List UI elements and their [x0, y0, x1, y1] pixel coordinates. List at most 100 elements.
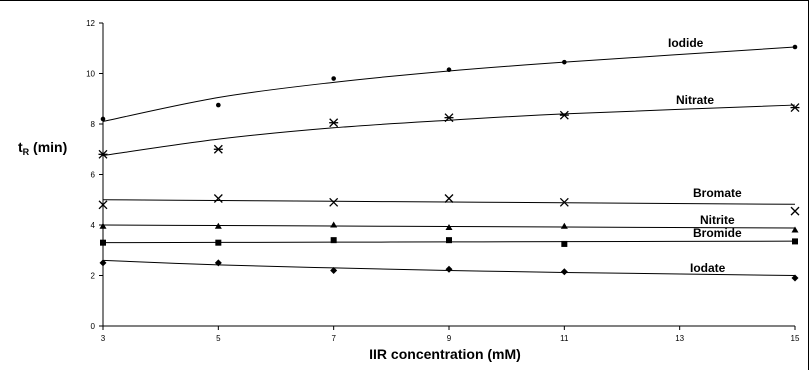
- data-point-iodate: [560, 268, 568, 276]
- x-axis-title: IIR concentration (mM): [369, 346, 521, 362]
- marker-shape: [791, 274, 799, 282]
- data-point-bromide: [100, 239, 106, 246]
- data-point-bromide: [330, 237, 337, 244]
- y-axis-title: tR (min): [18, 139, 67, 157]
- data-point-iodate: [791, 274, 799, 282]
- trendline-bromate: [102, 199, 796, 205]
- data-point-iodide: [331, 76, 336, 81]
- y-axis-title-suffix: (min): [29, 139, 67, 155]
- marker-shape: [214, 222, 222, 229]
- data-point-nitrate: [329, 118, 339, 128]
- x-tick-label: 7: [331, 334, 336, 343]
- data-point-bromate: [329, 197, 339, 207]
- data-point-iodate: [214, 259, 222, 267]
- data-point-bromide: [446, 237, 452, 244]
- trendline-iodate: [102, 259, 796, 276]
- marker-stroke: [213, 194, 223, 203]
- data-point-iodate: [330, 266, 338, 274]
- y-tick-label: 0: [91, 322, 96, 331]
- data-point-bromate: [790, 206, 800, 216]
- data-point-bromate: [444, 194, 454, 203]
- y-tick-label: 6: [91, 171, 96, 180]
- data-point-iodide: [562, 59, 567, 65]
- data-point-bromate: [213, 194, 223, 203]
- marker-stroke: [444, 194, 454, 203]
- marker-shape: [100, 116, 106, 122]
- y-tick-label: 4: [91, 221, 96, 230]
- data-point-nitrite: [560, 222, 568, 229]
- y-axis-title-main: t: [18, 139, 23, 155]
- x-tick-label: 5: [216, 334, 221, 343]
- data-point-iodate: [445, 265, 453, 273]
- y-axis-title-subscript: R: [23, 147, 30, 157]
- marker-shape: [215, 239, 222, 246]
- y-tick-label: 2: [91, 272, 96, 281]
- data-point-bromate: [559, 197, 569, 207]
- y-tick-label: 8: [91, 120, 96, 129]
- x-tick-label: 11: [560, 334, 569, 343]
- marker-shape: [446, 67, 452, 73]
- data-point-nitrite: [214, 222, 222, 229]
- marker-shape: [330, 221, 338, 228]
- data-point-bromate: [98, 200, 108, 210]
- marker-shape: [792, 44, 798, 50]
- data-point-nitrite: [445, 224, 453, 231]
- data-point-nitrate: [444, 113, 454, 123]
- series-label-nitrite: Nitrite: [700, 213, 735, 227]
- marker-shape: [99, 222, 107, 229]
- data-point-bromide: [792, 238, 798, 245]
- data-point-iodide: [792, 44, 798, 50]
- marker-shape: [445, 265, 453, 273]
- x-tick-label: 13: [675, 334, 684, 343]
- marker-shape: [791, 226, 799, 233]
- data-point-nitrate: [98, 149, 108, 159]
- series-label-nitrate: Nitrate: [676, 93, 714, 107]
- axes: 3 5 7 9 11 13 15 0 2 4 6 8 10 12: [86, 19, 800, 343]
- markers: [98, 44, 800, 282]
- marker-stroke: [98, 200, 108, 210]
- data-point-iodide: [446, 67, 452, 73]
- trendline-nitrite: [102, 224, 796, 229]
- data-point-iodate: [99, 259, 107, 267]
- data-point-iodide: [216, 102, 221, 108]
- x-tick-label: 3: [101, 334, 106, 343]
- marker-shape: [99, 259, 107, 267]
- marker-shape: [214, 259, 222, 267]
- trendline-nitrate: [102, 104, 796, 157]
- data-point-nitrite: [99, 222, 107, 229]
- trendline-bromide: [102, 240, 796, 244]
- data-point-nitrite: [791, 226, 799, 233]
- marker-stroke: [790, 206, 800, 216]
- data-point-nitrate: [213, 144, 223, 154]
- data-point-nitrate: [559, 110, 569, 120]
- marker-shape: [561, 240, 568, 247]
- marker-shape: [100, 239, 106, 246]
- data-point-iodide: [100, 116, 106, 122]
- y-tick-label: 12: [86, 19, 95, 28]
- marker-shape: [330, 237, 337, 244]
- marker-stroke: [559, 197, 569, 207]
- marker-shape: [562, 59, 567, 65]
- marker-shape: [792, 238, 798, 245]
- series-label-bromide: Bromide: [693, 226, 742, 240]
- trendline-iodide: [102, 46, 796, 122]
- x-tick-label: 9: [447, 334, 452, 343]
- series-label-iodate: Iodate: [690, 261, 726, 275]
- data-point-bromide: [561, 240, 568, 247]
- data-point-nitrite: [330, 221, 338, 228]
- marker-shape: [216, 102, 221, 108]
- y-tick-label: 10: [86, 70, 95, 79]
- data-point-nitrate: [790, 103, 800, 113]
- series-label-iodide: Iodide: [668, 36, 704, 50]
- marker-shape: [331, 76, 336, 81]
- x-tick-label: 15: [791, 334, 800, 343]
- marker-shape: [445, 224, 453, 231]
- data-point-bromide: [215, 239, 222, 246]
- marker-shape: [446, 237, 452, 244]
- marker-stroke: [329, 197, 339, 207]
- trendlines: [102, 46, 796, 276]
- marker-shape: [560, 222, 568, 229]
- series-label-bromate: Bromate: [693, 186, 742, 200]
